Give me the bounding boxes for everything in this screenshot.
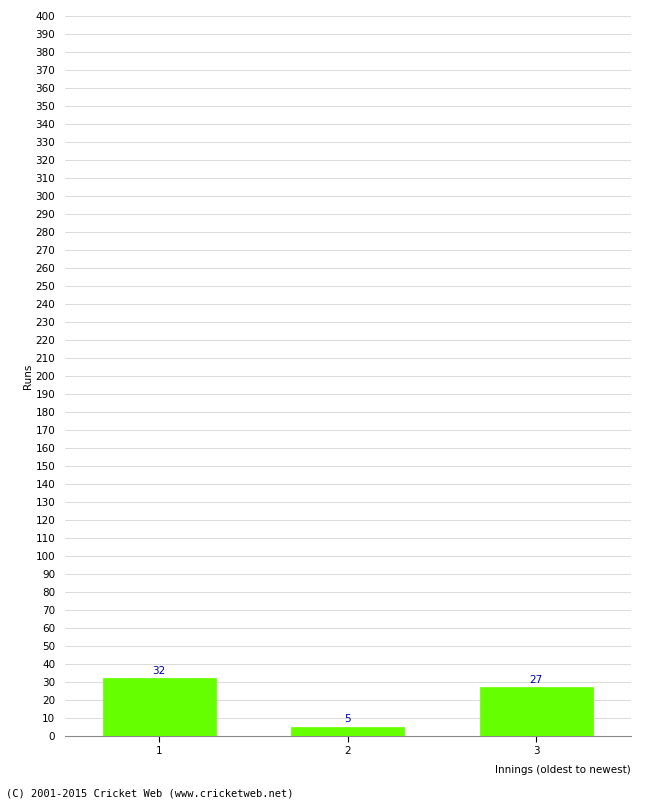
Bar: [103, 678, 216, 736]
Text: 5: 5: [344, 714, 351, 724]
Text: 32: 32: [153, 666, 166, 676]
Y-axis label: Runs: Runs: [23, 363, 32, 389]
X-axis label: Innings (oldest to newest): Innings (oldest to newest): [495, 765, 630, 774]
Text: (C) 2001-2015 Cricket Web (www.cricketweb.net): (C) 2001-2015 Cricket Web (www.cricketwe…: [6, 789, 294, 798]
Bar: [480, 687, 593, 736]
Bar: [291, 727, 404, 736]
Text: 27: 27: [530, 674, 543, 685]
